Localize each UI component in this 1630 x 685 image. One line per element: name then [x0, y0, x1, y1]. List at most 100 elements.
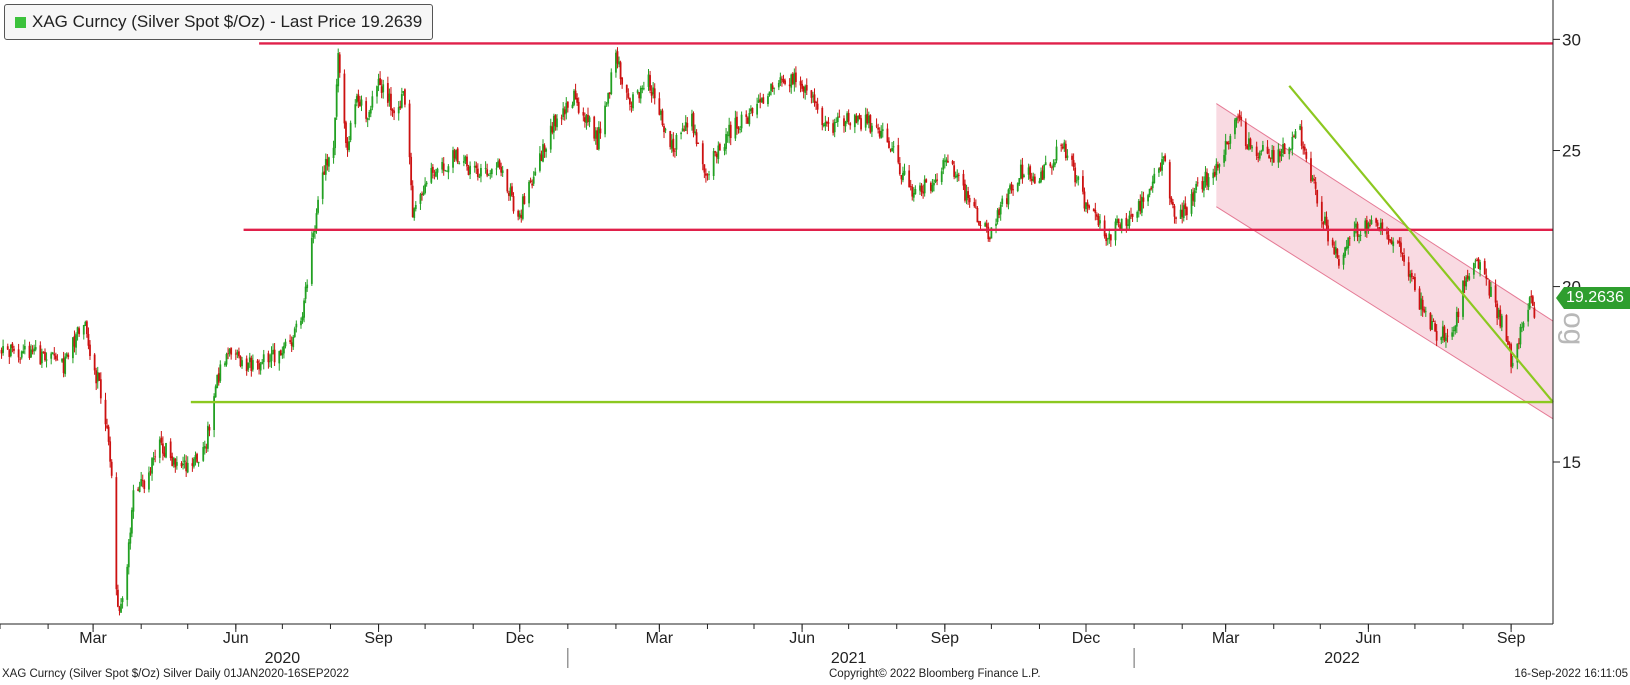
candle-body: [734, 117, 737, 139]
candle-body: [762, 97, 765, 104]
candle-body: [227, 353, 229, 355]
candle-body: [1203, 181, 1205, 191]
candle-body: [1333, 247, 1336, 255]
candle-body: [694, 131, 696, 134]
candle-body: [1201, 181, 1204, 190]
candle-body: [1108, 233, 1111, 240]
candle-body: [89, 344, 91, 356]
candle-body: [844, 121, 847, 127]
candle-body: [1486, 278, 1489, 280]
candle-body: [1367, 222, 1370, 232]
candle-body: [914, 189, 917, 195]
candle-body: [126, 566, 129, 600]
candle-body: [849, 123, 852, 126]
candle-body: [929, 182, 932, 191]
candle-body: [1072, 160, 1075, 167]
candle-body: [1483, 260, 1486, 275]
candle-body: [137, 489, 139, 491]
candle-body: [1288, 148, 1291, 155]
candle-body: [140, 479, 143, 487]
candle-body: [822, 124, 825, 127]
candle-body: [40, 351, 43, 364]
candle-body: [1257, 156, 1260, 158]
candle-body: [931, 184, 934, 192]
candle-body: [920, 185, 923, 192]
x-month-label: Sep: [931, 630, 960, 647]
candle-body: [903, 170, 906, 175]
candle-body: [543, 145, 546, 152]
candle-body: [447, 166, 450, 173]
candle-body: [256, 360, 259, 363]
candle-body: [292, 337, 295, 348]
candle-body: [107, 426, 110, 442]
candle-body: [1334, 247, 1337, 254]
candle-body: [933, 182, 935, 186]
channel-lower-edge: [1216, 206, 1554, 420]
channel-fill: [1216, 103, 1553, 419]
candle-body: [495, 168, 498, 170]
candle-body: [973, 202, 976, 207]
candle-body: [1151, 181, 1154, 189]
candle-body: [475, 165, 478, 168]
candle-body: [33, 348, 36, 352]
candle-body: [303, 300, 305, 318]
candle-body: [390, 93, 392, 111]
candle-body: [768, 91, 771, 96]
candle-body: [208, 427, 211, 431]
candle-body: [72, 337, 74, 359]
candle-body: [728, 124, 731, 137]
legend-swatch: [15, 16, 26, 28]
candle-body: [1280, 154, 1283, 157]
candle-body: [962, 173, 965, 186]
candle-body: [334, 117, 337, 149]
last-price-badge-shape: [1556, 287, 1630, 309]
candle-body: [1085, 202, 1087, 210]
candle-body: [770, 83, 772, 92]
candle-body: [262, 354, 265, 363]
candle-body: [1390, 240, 1393, 245]
candle-body: [1150, 187, 1153, 190]
candle-body: [1223, 154, 1225, 163]
candle-body: [6, 346, 9, 350]
candle-body: [314, 229, 316, 233]
candle-body: [945, 159, 948, 163]
candle-body: [1320, 201, 1323, 222]
candle-body: [354, 104, 357, 125]
candle-body: [53, 353, 56, 356]
candle-body: [1182, 205, 1185, 219]
candle-body: [498, 160, 501, 168]
candle-body: [172, 457, 175, 465]
candle-body: [919, 185, 921, 191]
candle-body: [1235, 117, 1238, 121]
candle-body: [376, 86, 378, 97]
candle-body: [183, 460, 186, 463]
candle-body: [1517, 342, 1520, 344]
footer-timestamp: 16-Sep-2022 16:11:05: [1514, 668, 1628, 680]
candle-body: [1316, 189, 1319, 204]
candle-body: [1251, 146, 1253, 149]
candle-body: [132, 490, 135, 512]
candle-body: [886, 128, 889, 143]
candle-body: [1005, 198, 1008, 204]
candle-body: [947, 160, 949, 163]
candle-body: [402, 91, 405, 93]
candle-body: [1248, 138, 1250, 150]
candle-body: [171, 456, 174, 466]
candle-body: [1127, 224, 1129, 226]
candle-body: [1420, 298, 1423, 310]
candle-body: [1001, 198, 1004, 205]
candle-body: [767, 96, 769, 105]
candle-body: [987, 226, 990, 240]
candle-body: [324, 158, 327, 175]
candle-body: [1099, 220, 1101, 224]
candle-body: [1106, 238, 1109, 240]
candle-body: [680, 132, 682, 135]
candle-body: [458, 163, 461, 165]
candle-body: [1454, 325, 1457, 332]
candle-body: [51, 352, 54, 355]
candle-body: [410, 156, 413, 186]
candle-body: [1445, 337, 1447, 341]
candle-body: [1140, 196, 1143, 213]
candle-body: [1249, 138, 1252, 147]
candle-body: [84, 321, 87, 326]
